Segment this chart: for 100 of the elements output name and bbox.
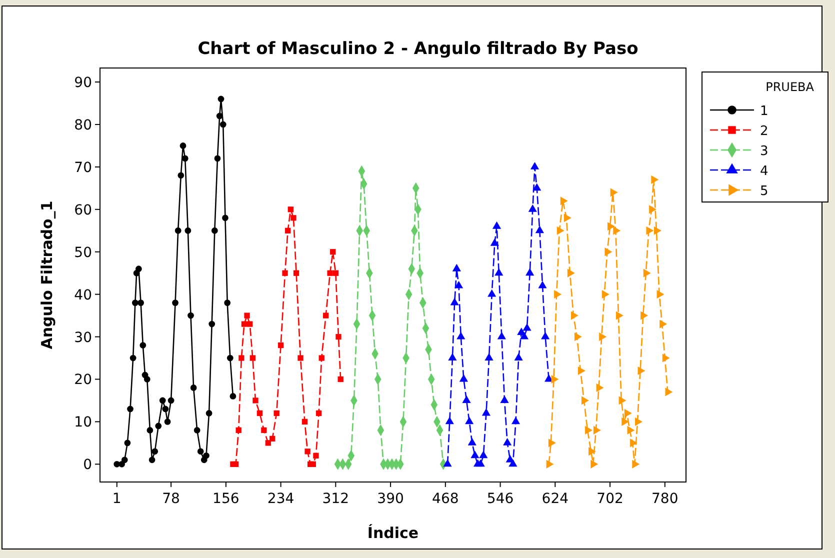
y-axis-title: Angulo Filtrado_1 (38, 200, 56, 350)
point (130, 354, 136, 362)
point (282, 270, 288, 276)
point (127, 406, 134, 412)
point (662, 354, 670, 362)
y-tick-label: 0 (83, 457, 92, 474)
point (197, 448, 204, 455)
point (203, 452, 210, 459)
point (497, 332, 506, 340)
point (627, 426, 635, 434)
y-tick-label: 20 (74, 372, 92, 388)
point (613, 226, 621, 235)
point (590, 460, 598, 468)
point (220, 121, 226, 128)
point (178, 172, 184, 179)
y-tick-label: 10 (74, 414, 92, 431)
point (162, 406, 169, 412)
point (316, 410, 322, 416)
x-tick-label: 234 (267, 491, 294, 507)
x-tick-label: 78 (162, 491, 180, 507)
point (632, 460, 640, 468)
point (138, 300, 144, 306)
point (640, 311, 648, 320)
point (244, 312, 250, 318)
point (622, 417, 630, 426)
point (660, 320, 668, 328)
point (188, 312, 194, 319)
point (336, 334, 342, 340)
point (250, 355, 256, 361)
point (450, 298, 459, 306)
point (564, 214, 572, 222)
point (511, 416, 520, 424)
point (216, 112, 223, 120)
y-tick-label: 30 (74, 330, 92, 346)
point (168, 397, 174, 404)
x-tick-label: 546 (486, 491, 514, 507)
point (503, 438, 512, 446)
point (551, 374, 559, 384)
point (582, 396, 589, 405)
point (256, 410, 263, 416)
point (313, 452, 319, 459)
point (643, 268, 651, 278)
y-tick-label: 70 (74, 160, 92, 176)
point (338, 376, 344, 382)
point (490, 238, 499, 246)
y-tick-label: 40 (74, 287, 92, 304)
point (634, 417, 642, 426)
point (454, 280, 464, 288)
point (618, 396, 626, 405)
point (144, 376, 150, 382)
point (462, 396, 471, 403)
x-tick-label: 780 (652, 491, 678, 507)
point (588, 447, 596, 456)
point (514, 353, 523, 360)
point (211, 227, 218, 234)
point (443, 459, 452, 467)
point (656, 290, 664, 299)
legend-title: PRUEBA (766, 80, 815, 94)
point (608, 222, 615, 231)
point (159, 397, 166, 404)
point (494, 268, 504, 276)
legend-label: 5 (760, 184, 768, 199)
point (465, 416, 474, 424)
x-tick-label: 468 (432, 491, 459, 507)
point (322, 312, 329, 318)
point (121, 456, 128, 464)
point (567, 268, 575, 278)
point (554, 290, 562, 299)
point (206, 410, 212, 416)
point (593, 426, 601, 434)
point (522, 323, 532, 331)
point (541, 332, 550, 340)
point (136, 266, 142, 272)
point (604, 248, 612, 256)
y-tick-label: 50 (74, 244, 92, 261)
point (638, 366, 646, 376)
y-tick-label: 90 (74, 75, 92, 92)
point (293, 270, 300, 276)
x-tick-label: 702 (596, 491, 624, 507)
point (274, 410, 280, 416)
point (302, 418, 308, 425)
point (452, 264, 461, 272)
x-axis-title: Índice (367, 524, 419, 542)
point (224, 300, 231, 306)
point (520, 332, 528, 340)
point (665, 388, 673, 396)
point (318, 355, 324, 361)
point (538, 280, 547, 288)
point (546, 460, 554, 468)
point (624, 408, 632, 418)
point (252, 398, 258, 404)
point (488, 289, 496, 297)
point (578, 366, 586, 376)
point (124, 440, 131, 446)
point (155, 422, 162, 430)
point (616, 311, 624, 320)
point (247, 321, 253, 327)
point (230, 393, 236, 400)
point (630, 438, 638, 448)
point (470, 450, 480, 458)
